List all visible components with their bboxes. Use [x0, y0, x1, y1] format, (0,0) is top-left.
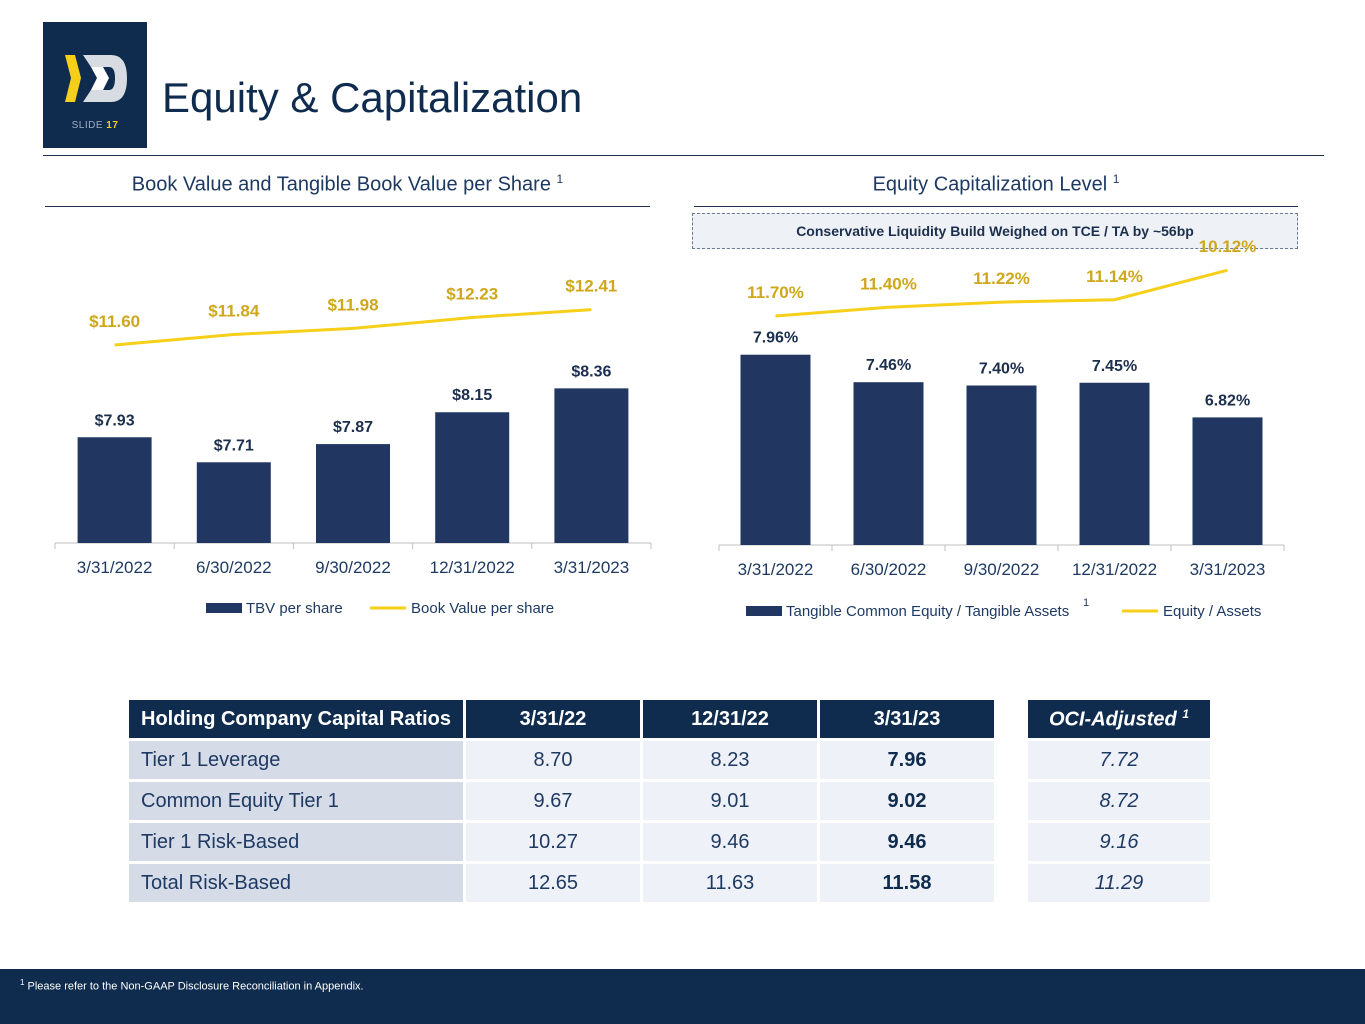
bar-data-label: 7.96%: [753, 330, 798, 347]
legend-label: Equity / Assets: [1163, 603, 1261, 620]
x-tick-label: 12/31/2022: [1072, 560, 1157, 579]
line-data-label: $12.23: [446, 284, 498, 303]
bar-data-label: $8.15: [452, 387, 492, 404]
table-cell: 9.67: [466, 782, 640, 820]
title-divider: [43, 155, 1324, 156]
table-cell: 7.72: [1028, 741, 1210, 779]
table-cell: 8.72: [1028, 782, 1210, 820]
bar-data-label: $7.93: [95, 412, 135, 429]
table-header: 12/31/22: [643, 700, 817, 738]
table-cell: 9.02: [820, 782, 994, 820]
bar-data-label: 6.82%: [1205, 392, 1250, 409]
bar-data-label: $7.71: [214, 437, 254, 454]
table-cell: 9.46: [820, 823, 994, 861]
line-data-label: $11.60: [89, 312, 140, 331]
footnote: 1 Please refer to the Non-GAAP Disclosur…: [20, 978, 364, 993]
bar-data-label: 7.46%: [866, 357, 911, 374]
bar-data-label: $8.36: [571, 363, 611, 380]
table-header: 3/31/23: [820, 700, 994, 738]
liquidity-callout: Conservative Liquidity Build Weighed on …: [692, 213, 1298, 249]
bar-data-label: 7.40%: [979, 361, 1024, 378]
table-row: Tier 1 Leverage 8.70 8.23 7.96: [129, 741, 994, 779]
table-cell: 9.16: [1028, 823, 1210, 861]
table-cell: 9.46: [643, 823, 817, 861]
table-header-row: Holding Company Capital Ratios 3/31/22 1…: [129, 700, 994, 738]
table-cell: 10.27: [466, 823, 640, 861]
line-data-label: 11.14%: [1086, 267, 1143, 286]
table-row: Total Risk-Based 12.65 11.63 11.58: [129, 864, 994, 902]
line-data-label: $11.84: [208, 302, 260, 321]
left-subtitle-divider: [45, 206, 650, 207]
table-row: 8.72: [1028, 782, 1210, 820]
bar: [435, 412, 510, 543]
legend-footnote-marker: 1: [1083, 597, 1089, 609]
footer-bar: 1 Please refer to the Non-GAAP Disclosur…: [0, 969, 1365, 1024]
x-tick-label: 6/30/2022: [196, 558, 272, 577]
row-label: Total Risk-Based: [129, 864, 463, 902]
slide-number: SLIDE 17: [71, 120, 119, 131]
table-row: 11.29: [1028, 864, 1210, 902]
line-data-label: $12.41: [565, 277, 617, 296]
table-cell: 11.58: [820, 864, 994, 902]
x-tick-label: 3/31/2023: [1190, 560, 1266, 579]
table-cell: 9.01: [643, 782, 817, 820]
bar: [77, 437, 152, 543]
x-tick-label: 12/31/2022: [430, 558, 515, 577]
table-row: 9.16: [1028, 823, 1210, 861]
table-row: Common Equity Tier 1 9.67 9.01 9.02: [129, 782, 994, 820]
legend-bar-swatch: [746, 606, 782, 616]
capital-ratios-table: Holding Company Capital Ratios 3/31/22 1…: [126, 697, 997, 905]
table-header: 3/31/22: [466, 700, 640, 738]
line-data-label: 10.12%: [1199, 237, 1257, 256]
page-title: Equity & Capitalization: [162, 74, 583, 121]
table-cell: 8.23: [643, 741, 817, 779]
line-data-label: 11.22%: [973, 269, 1030, 288]
row-label: Common Equity Tier 1: [129, 782, 463, 820]
left-chart-subtitle: Book Value and Tangible Book Value per S…: [131, 172, 564, 196]
x-tick-label: 9/30/2022: [315, 558, 391, 577]
bar: [1192, 417, 1263, 545]
line-data-label: 11.40%: [860, 274, 917, 293]
line-data-label: $11.98: [327, 295, 378, 314]
company-logo: SLIDE 17: [43, 22, 147, 148]
line-series: [114, 308, 592, 347]
table-cell: 12.65: [466, 864, 640, 902]
logo-mark-icon: [65, 55, 127, 102]
table-header: OCI-Adjusted 1: [1028, 700, 1210, 738]
row-label: Tier 1 Risk-Based: [129, 823, 463, 861]
table-cell: 11.63: [643, 864, 817, 902]
x-tick-label: 3/31/2023: [554, 558, 630, 577]
right-chart-subtitle: Equity Capitalization Level 1: [872, 172, 1120, 196]
right-subtitle-divider: [694, 206, 1298, 207]
oci-adjusted-table: OCI-Adjusted 1 7.72 8.72 9.16 11.29: [1028, 697, 1210, 905]
bar: [740, 354, 811, 545]
bar: [316, 444, 390, 543]
table-cell: 11.29: [1028, 864, 1210, 902]
legend-label: TBV per share: [246, 600, 343, 617]
legend-label: Tangible Common Equity / Tangible Assets: [786, 603, 1069, 620]
x-tick-label: 3/31/2022: [77, 558, 153, 577]
table-header-row: OCI-Adjusted 1: [1028, 700, 1210, 738]
table-header: Holding Company Capital Ratios: [129, 700, 463, 738]
x-tick-label: 6/30/2022: [851, 560, 927, 579]
bar: [554, 388, 629, 543]
bar-data-label: 7.45%: [1092, 358, 1137, 375]
legend-label: Book Value per share: [411, 600, 554, 617]
x-tick-label: 3/31/2022: [738, 560, 814, 579]
table-cell: 7.96: [820, 741, 994, 779]
bar-data-label: $7.87: [333, 419, 373, 436]
bar: [1079, 382, 1150, 545]
table-row: Tier 1 Risk-Based 10.27 9.46 9.46: [129, 823, 994, 861]
x-tick-label: 9/30/2022: [964, 560, 1040, 579]
table-row: 7.72: [1028, 741, 1210, 779]
legend-bar-swatch: [206, 603, 242, 613]
bar: [966, 385, 1037, 545]
bar: [853, 382, 924, 545]
row-label: Tier 1 Leverage: [129, 741, 463, 779]
table-cell: 8.70: [466, 741, 640, 779]
line-data-label: 11.70%: [747, 283, 804, 302]
bar: [196, 462, 271, 543]
